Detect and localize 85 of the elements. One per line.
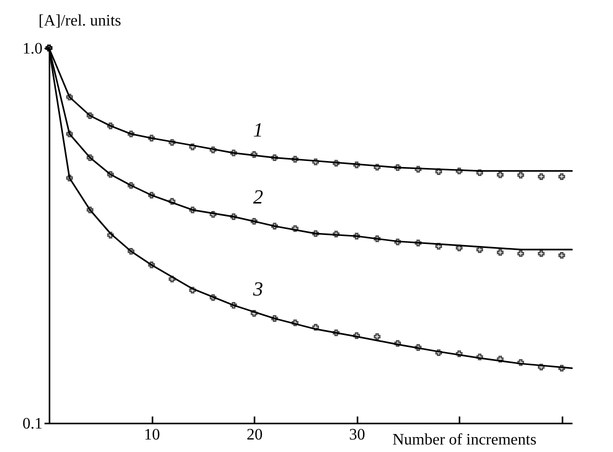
point	[456, 244, 463, 252]
point	[435, 242, 442, 250]
x-tick-label: 10	[144, 426, 160, 444]
annotation: 2	[253, 186, 264, 208]
point	[476, 354, 484, 360]
point	[374, 235, 381, 242]
point	[414, 344, 422, 351]
point	[250, 151, 258, 158]
point	[86, 154, 94, 162]
point	[456, 350, 463, 358]
point	[168, 139, 176, 146]
point	[374, 333, 381, 340]
point	[148, 134, 155, 142]
point	[189, 144, 196, 150]
point	[168, 198, 176, 205]
point	[414, 240, 422, 246]
point	[66, 130, 73, 138]
point	[128, 248, 134, 255]
point	[292, 319, 298, 326]
point	[107, 232, 114, 238]
point	[148, 192, 155, 199]
point	[66, 94, 73, 100]
point	[250, 310, 258, 317]
point	[456, 168, 463, 174]
point	[353, 161, 360, 168]
x-axis-title: Number of increments	[392, 432, 536, 448]
point	[210, 294, 216, 301]
point	[250, 218, 258, 225]
point	[312, 158, 319, 166]
point	[332, 160, 340, 167]
point	[168, 276, 176, 282]
point	[107, 171, 114, 178]
x-tick-label: 20	[246, 426, 263, 444]
point	[86, 112, 94, 120]
point	[414, 166, 422, 173]
point	[394, 238, 402, 246]
point	[66, 174, 73, 182]
point	[353, 332, 360, 339]
point	[476, 169, 484, 176]
point	[435, 168, 442, 176]
point	[435, 349, 442, 356]
point	[332, 329, 340, 336]
x-tick-label: 30	[349, 426, 366, 444]
point	[517, 250, 524, 257]
point	[271, 222, 278, 230]
point	[107, 122, 114, 130]
point	[394, 164, 402, 171]
point	[271, 315, 278, 322]
point	[189, 206, 196, 214]
y-tick-label: 1.0	[22, 40, 42, 58]
point	[230, 302, 237, 309]
y-tick-label: 0.1	[22, 416, 42, 432]
point	[353, 232, 360, 240]
point	[332, 230, 340, 238]
annotation: 3	[252, 278, 264, 300]
point	[312, 230, 319, 237]
point	[558, 252, 566, 259]
point	[210, 211, 216, 218]
point	[538, 364, 545, 370]
point	[230, 150, 237, 156]
point	[496, 249, 504, 256]
point	[86, 206, 94, 214]
point	[394, 340, 402, 347]
point	[476, 246, 484, 253]
point	[271, 154, 278, 162]
point	[517, 172, 524, 179]
point	[374, 164, 381, 171]
point	[496, 171, 504, 178]
point	[558, 173, 566, 180]
point	[538, 250, 545, 257]
point	[292, 225, 298, 232]
point	[189, 286, 196, 294]
y-axis-title: [A]/rel. units	[38, 12, 122, 30]
point	[558, 364, 566, 372]
point	[517, 359, 524, 366]
annotation: 1	[253, 120, 264, 142]
point	[496, 356, 504, 362]
point	[538, 173, 545, 180]
point	[148, 262, 155, 268]
point	[312, 324, 319, 331]
point	[230, 213, 237, 220]
point	[128, 130, 134, 138]
point	[292, 156, 298, 163]
point	[128, 182, 134, 189]
point	[210, 146, 216, 154]
